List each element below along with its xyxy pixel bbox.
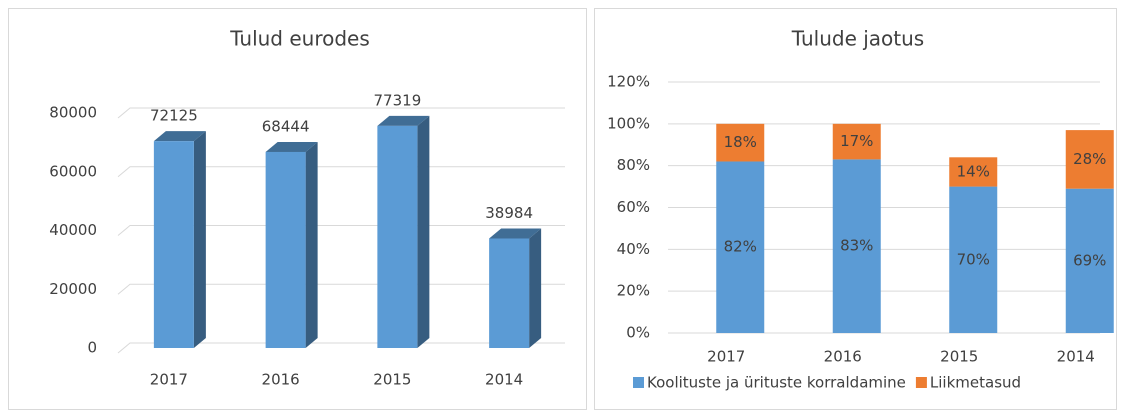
bar bbox=[377, 125, 418, 349]
bar-segment bbox=[832, 159, 881, 333]
data-label: 14% bbox=[957, 162, 990, 180]
x-tick-label: 2016 bbox=[824, 348, 862, 366]
bar-segment bbox=[949, 157, 998, 187]
data-label: 72125 bbox=[150, 107, 198, 125]
data-label: 18% bbox=[724, 133, 757, 151]
bar-segment bbox=[1065, 130, 1114, 189]
chart-title: Tulud eurodes bbox=[229, 27, 370, 51]
x-tick-label: 2017 bbox=[707, 348, 745, 366]
x-tick-label: 2015 bbox=[940, 348, 978, 366]
bar-segment bbox=[949, 186, 998, 333]
bar-segment bbox=[832, 123, 881, 160]
legend-swatch bbox=[915, 377, 927, 388]
data-label: 28% bbox=[1073, 150, 1106, 168]
y-tick-label: 20000 bbox=[49, 280, 97, 298]
data-label: 69% bbox=[1073, 251, 1106, 269]
y-tick-label: 0% bbox=[626, 324, 650, 342]
bar-top bbox=[489, 228, 542, 239]
bar-side bbox=[529, 228, 542, 348]
y-tick-label: 40000 bbox=[49, 221, 97, 239]
y-tick-label: 80% bbox=[617, 156, 650, 174]
x-tick-label: 2014 bbox=[485, 371, 523, 389]
bar bbox=[265, 151, 306, 348]
bar-top bbox=[265, 141, 318, 152]
chart-title: Tulude jaotus bbox=[791, 27, 924, 51]
bar-top bbox=[377, 115, 430, 126]
x-tick-label: 2015 bbox=[373, 371, 411, 389]
data-label: 82% bbox=[724, 238, 757, 256]
legend-label: Liikmetasud bbox=[930, 374, 1021, 392]
legend-label: Koolituste ja ürituste korraldamine bbox=[647, 374, 906, 392]
data-label: 77319 bbox=[374, 91, 422, 109]
legend-swatch bbox=[633, 377, 644, 388]
x-tick-label: 2014 bbox=[1057, 348, 1095, 366]
data-label: 83% bbox=[840, 237, 873, 255]
bar bbox=[489, 238, 530, 348]
bar-side bbox=[305, 141, 318, 348]
bar-segment bbox=[716, 123, 765, 162]
bar-side bbox=[193, 131, 206, 348]
y-tick-label: 120% bbox=[607, 73, 650, 91]
y-tick-label: 20% bbox=[617, 282, 650, 300]
y-tick-label: 60000 bbox=[49, 162, 97, 180]
y-tick-label: 60% bbox=[617, 198, 650, 216]
x-tick-label: 2017 bbox=[150, 371, 188, 389]
data-label: 38984 bbox=[485, 204, 533, 222]
y-tick-label: 0 bbox=[87, 339, 97, 357]
bar-side bbox=[417, 115, 430, 349]
data-label: 70% bbox=[957, 250, 990, 268]
bar bbox=[153, 141, 194, 348]
y-tick-label: 40% bbox=[617, 240, 650, 258]
grid-line bbox=[117, 107, 565, 119]
y-tick-label: 100% bbox=[607, 114, 650, 132]
x-tick-label: 2016 bbox=[262, 371, 300, 389]
bar-top bbox=[153, 131, 206, 142]
data-label: 17% bbox=[840, 132, 873, 150]
y-tick-label: 80000 bbox=[49, 104, 97, 122]
bar-segment bbox=[1065, 188, 1114, 333]
bar-segment bbox=[716, 161, 765, 333]
data-label: 68444 bbox=[262, 117, 310, 135]
